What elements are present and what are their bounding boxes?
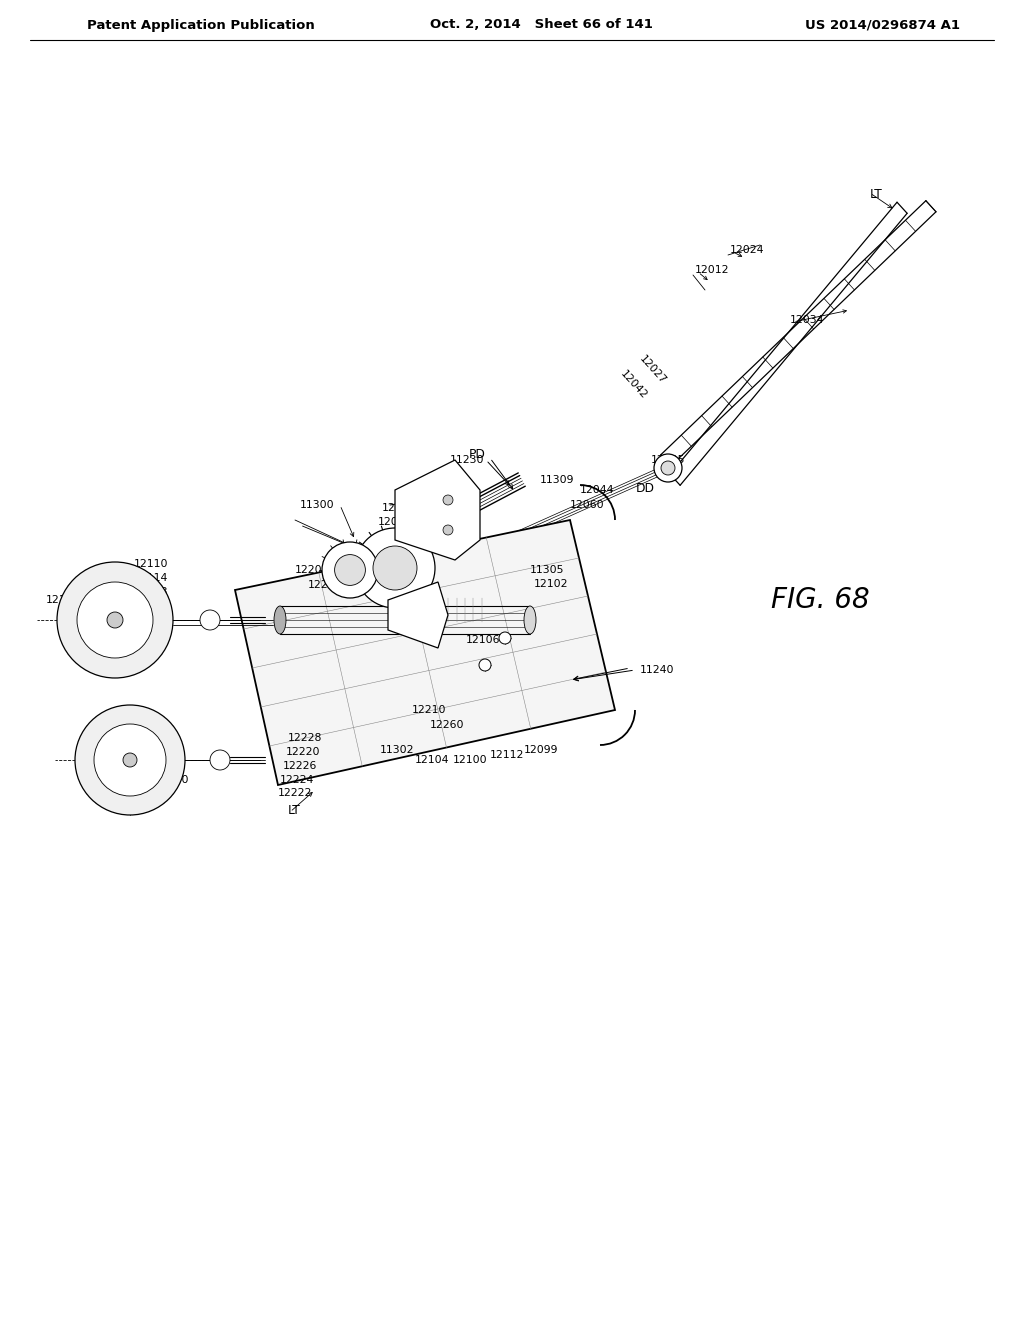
Circle shape [499, 632, 511, 644]
Text: 12210: 12210 [412, 705, 446, 715]
Text: 12060: 12060 [570, 500, 604, 510]
Circle shape [443, 495, 453, 506]
Circle shape [322, 543, 378, 598]
Text: 12260: 12260 [430, 719, 465, 730]
Text: 12226: 12226 [283, 762, 317, 771]
Text: 11305: 11305 [530, 565, 564, 576]
Circle shape [123, 752, 137, 767]
Text: 11230: 11230 [450, 455, 484, 465]
Text: 12222: 12222 [278, 788, 312, 799]
Text: 12024: 12024 [730, 246, 765, 255]
Circle shape [373, 546, 417, 590]
Polygon shape [388, 582, 449, 648]
Text: FIG. 68: FIG. 68 [771, 586, 869, 614]
Ellipse shape [274, 606, 286, 634]
Text: LT: LT [288, 804, 301, 817]
Text: 12110: 12110 [133, 558, 168, 569]
Circle shape [654, 454, 682, 482]
Text: 12112: 12112 [490, 750, 524, 760]
Text: 12120: 12120 [45, 595, 80, 605]
Circle shape [479, 659, 490, 671]
Text: 12114: 12114 [133, 573, 168, 583]
Circle shape [662, 461, 675, 475]
Text: 11240: 11240 [640, 665, 675, 675]
Text: 12220: 12220 [286, 747, 321, 756]
Circle shape [75, 705, 185, 814]
Text: LT: LT [870, 189, 883, 202]
Circle shape [106, 612, 123, 628]
Circle shape [210, 750, 230, 770]
Text: 12044: 12044 [580, 484, 614, 495]
Text: US 2014/0296874 A1: US 2014/0296874 A1 [805, 18, 961, 32]
Text: 11302: 11302 [380, 744, 415, 755]
Circle shape [200, 610, 220, 630]
Text: 11300: 11300 [300, 500, 335, 510]
Text: 12118: 12118 [133, 587, 168, 597]
Text: 12206: 12206 [295, 565, 330, 576]
Text: 12274: 12274 [308, 579, 342, 590]
Text: 12062: 12062 [382, 503, 417, 513]
Text: 12116: 12116 [133, 601, 168, 611]
Polygon shape [395, 459, 480, 560]
Text: 12034: 12034 [790, 315, 824, 325]
Circle shape [57, 562, 173, 678]
Text: 12025: 12025 [651, 455, 685, 465]
Ellipse shape [524, 606, 536, 634]
Text: 12106: 12106 [466, 635, 501, 645]
Text: Patent Application Publication: Patent Application Publication [87, 18, 314, 32]
Text: 12027: 12027 [637, 354, 668, 387]
Circle shape [335, 554, 366, 585]
Text: 12100: 12100 [453, 755, 487, 766]
Text: 12228: 12228 [288, 733, 323, 743]
Text: 12012: 12012 [695, 265, 729, 275]
Circle shape [77, 582, 153, 657]
Circle shape [443, 525, 453, 535]
Text: 12102: 12102 [534, 579, 568, 589]
Text: 12230: 12230 [155, 775, 189, 785]
Polygon shape [234, 520, 615, 785]
Text: 12224: 12224 [280, 775, 314, 785]
Text: 11309: 11309 [540, 475, 574, 484]
Text: PD: PD [469, 449, 486, 462]
Text: 12104: 12104 [415, 755, 450, 766]
Text: 12074: 12074 [378, 517, 413, 527]
Circle shape [355, 528, 435, 609]
Text: Oct. 2, 2014   Sheet 66 of 141: Oct. 2, 2014 Sheet 66 of 141 [430, 18, 653, 32]
Text: DD: DD [636, 482, 655, 495]
Text: 12042: 12042 [618, 368, 648, 401]
Text: 12099: 12099 [524, 744, 558, 755]
Circle shape [94, 723, 166, 796]
